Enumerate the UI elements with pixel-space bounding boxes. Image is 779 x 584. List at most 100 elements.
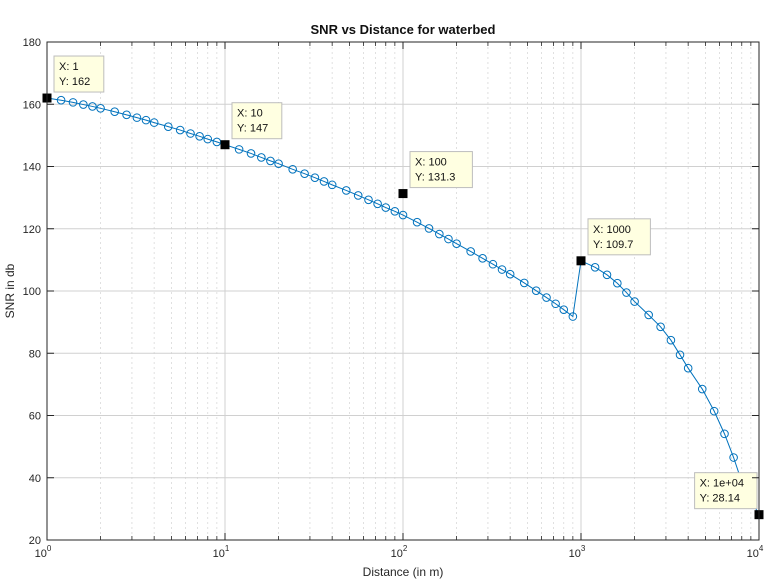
ticks-layer: 100 101 102 103 104 20 40 60 80 100 120 140 160 180	[23, 37, 764, 560]
series-marker	[630, 297, 639, 306]
series-marker	[381, 203, 391, 212]
series-marker	[398, 210, 408, 220]
datatip-marker	[220, 140, 230, 150]
series-marker	[353, 191, 363, 200]
series-marker	[141, 115, 151, 125]
series-marker	[568, 312, 578, 321]
chart-title: SNR vs Distance for waterbed	[311, 22, 496, 37]
series-marker	[435, 229, 444, 239]
series-marker	[519, 278, 529, 288]
series-marker	[644, 310, 653, 320]
series-marker	[497, 265, 507, 274]
datatip-y-text: Y: 147	[237, 123, 268, 135]
series-marker	[466, 247, 475, 256]
datatip-y-text: Y: 131.3	[415, 172, 455, 184]
series-marker	[341, 186, 351, 195]
series-marker	[203, 134, 213, 144]
y-tick-label: 40	[29, 473, 41, 485]
datatip-x-text: X: 1e+04	[700, 478, 744, 490]
series-marker	[452, 239, 461, 248]
datatip-box	[694, 472, 758, 510]
series-marker	[412, 217, 422, 227]
series-marker	[542, 293, 551, 302]
datatips-layer: X: 1 Y: 162 X: 10 Y: 147 X: 100 Y: 131.3 X: 10…	[42, 55, 764, 520]
y-tick-label: 20	[29, 535, 41, 547]
series-marker	[122, 110, 131, 120]
y-tick-label: 140	[23, 162, 41, 174]
datatip-y-text: Y: 109.7	[593, 239, 633, 251]
series-marker	[288, 165, 297, 174]
y-tick-label: 80	[29, 348, 41, 360]
x-tick-label: 100	[35, 544, 52, 560]
series-marker	[186, 129, 195, 138]
datatip-y-text: Y: 162	[59, 76, 90, 88]
series-marker	[257, 153, 266, 162]
series-marker	[531, 286, 541, 295]
series-marker	[709, 406, 719, 416]
datatip-box	[231, 102, 283, 140]
series-marker	[88, 102, 97, 111]
x-tick-label: 101	[213, 544, 230, 560]
series-marker	[424, 224, 434, 233]
x-axis-label: Distance (in m)	[363, 565, 444, 579]
series-marker	[132, 113, 142, 122]
series-marker	[666, 335, 676, 345]
series-marker	[613, 278, 622, 288]
datatip-x-text: X: 1	[59, 61, 79, 73]
series-marker	[96, 104, 105, 113]
datatip-box	[409, 151, 473, 189]
series-marker	[327, 180, 337, 190]
series-marker	[683, 363, 693, 373]
series-marker	[149, 118, 159, 127]
series-marker	[110, 107, 119, 117]
series-marker	[478, 254, 487, 263]
series-marker	[266, 156, 275, 166]
series-marker	[274, 159, 283, 168]
y-tick-label: 120	[23, 224, 41, 236]
x-tick-label: 103	[569, 544, 586, 560]
series-marker	[622, 288, 631, 297]
series-marker	[551, 299, 560, 309]
datatip-y-text: Y: 28.14	[700, 493, 740, 505]
series-marker	[195, 132, 204, 141]
series-marker	[175, 125, 185, 135]
series-marker	[488, 259, 498, 269]
series-marker	[364, 195, 373, 205]
series-marker	[319, 177, 329, 186]
series-marker	[79, 100, 88, 109]
datatip-x-text: X: 10	[237, 108, 263, 120]
y-axis-label: SNR in db	[3, 263, 17, 318]
y-tick-label: 160	[23, 99, 41, 111]
series-marker	[56, 95, 66, 105]
series-marker	[373, 199, 382, 209]
series-marker	[505, 269, 515, 279]
series-marker	[656, 322, 665, 332]
y-tick-label: 60	[29, 411, 41, 423]
minor-grid	[100, 42, 752, 540]
series-marker	[675, 350, 685, 360]
series-marker	[602, 270, 612, 280]
series-line	[46, 97, 760, 515]
series-marker	[729, 453, 738, 462]
series-marker	[720, 429, 729, 439]
x-tick-label: 102	[391, 544, 408, 560]
series-marker	[444, 234, 453, 244]
series-marker	[390, 207, 400, 216]
x-tick-label: 104	[747, 544, 764, 560]
datatip-box	[587, 218, 651, 256]
datatip-box	[53, 55, 105, 93]
series-marker	[246, 149, 256, 158]
series-marker	[310, 173, 320, 182]
series-marker	[68, 98, 78, 107]
series-marker	[697, 384, 707, 394]
datatip-x-text: X: 1000	[593, 224, 631, 236]
series-marker	[163, 122, 173, 131]
series-marker	[559, 305, 569, 314]
datatip-x-text: X: 100	[415, 157, 447, 169]
series-marker	[590, 263, 600, 272]
y-tick-label: 180	[23, 37, 41, 49]
datatip-marker	[576, 256, 586, 266]
series-marker	[300, 169, 309, 178]
